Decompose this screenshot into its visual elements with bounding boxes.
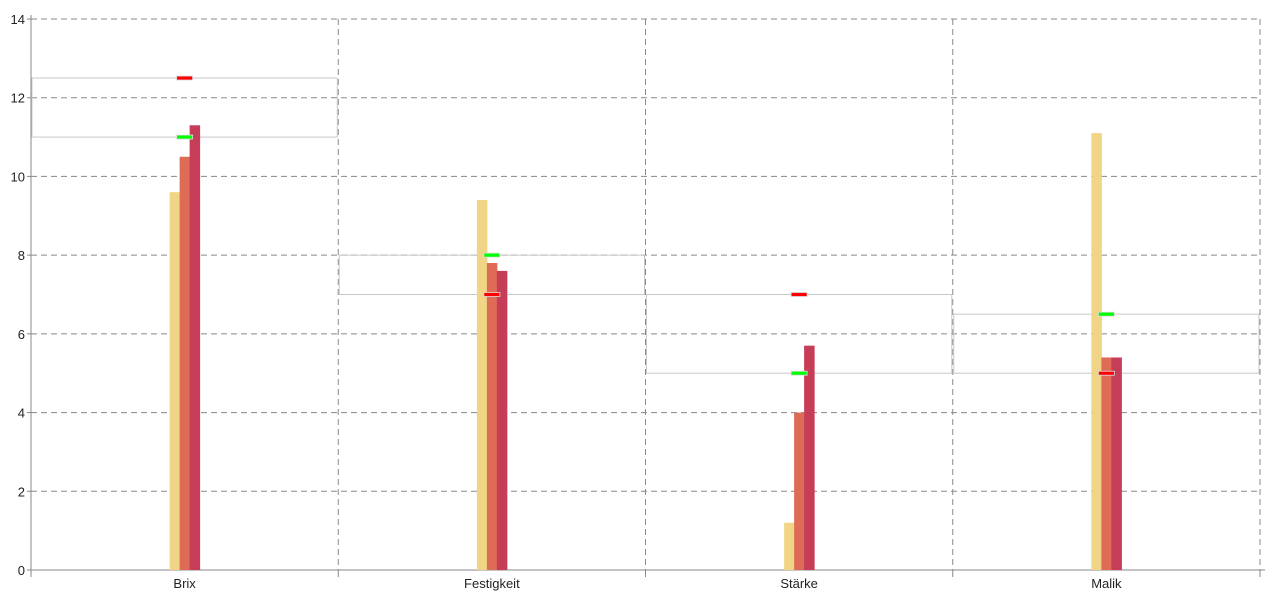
bar-malik-3 bbox=[1111, 357, 1122, 570]
x-tick-label: Stärke bbox=[780, 576, 818, 591]
y-tick-label: 8 bbox=[18, 248, 25, 263]
y-tick-label: 4 bbox=[18, 406, 25, 421]
x-tick-label: Malik bbox=[1091, 576, 1122, 591]
bar-brix-2 bbox=[179, 156, 191, 570]
bar-malik-2 bbox=[1101, 357, 1112, 570]
range-marker-low bbox=[483, 292, 501, 297]
range-marker-low bbox=[176, 134, 194, 140]
x-tick-label: Festigkeit bbox=[464, 576, 520, 591]
bar-brix-3 bbox=[189, 125, 201, 570]
bar-brix-1 bbox=[169, 192, 181, 570]
y-tick-label: 6 bbox=[18, 327, 25, 342]
bar-malik-1 bbox=[1091, 133, 1102, 570]
bar-festigkeit-1 bbox=[476, 200, 488, 571]
range-marker-high bbox=[483, 252, 501, 258]
target-range-box bbox=[31, 77, 338, 138]
bar-stärke-1 bbox=[784, 522, 795, 570]
x-tick-label: Brix bbox=[173, 576, 196, 591]
bar-festigkeit-3 bbox=[496, 270, 508, 570]
y-tick-label: 2 bbox=[18, 484, 25, 499]
range-marker-high bbox=[176, 75, 194, 81]
y-tick-label: 10 bbox=[11, 169, 25, 184]
range-marker-low bbox=[1097, 370, 1115, 376]
y-tick-label: 0 bbox=[18, 563, 25, 578]
range-marker-low bbox=[790, 370, 808, 376]
bar-festigkeit-2 bbox=[486, 263, 498, 570]
range-marker-high bbox=[1097, 311, 1115, 317]
y-tick-label: 14 bbox=[11, 12, 25, 27]
bar-stärke-3 bbox=[804, 345, 815, 570]
y-tick-label: 12 bbox=[11, 91, 25, 106]
bar-stärke-2 bbox=[794, 412, 805, 570]
range-marker-high bbox=[790, 292, 808, 297]
